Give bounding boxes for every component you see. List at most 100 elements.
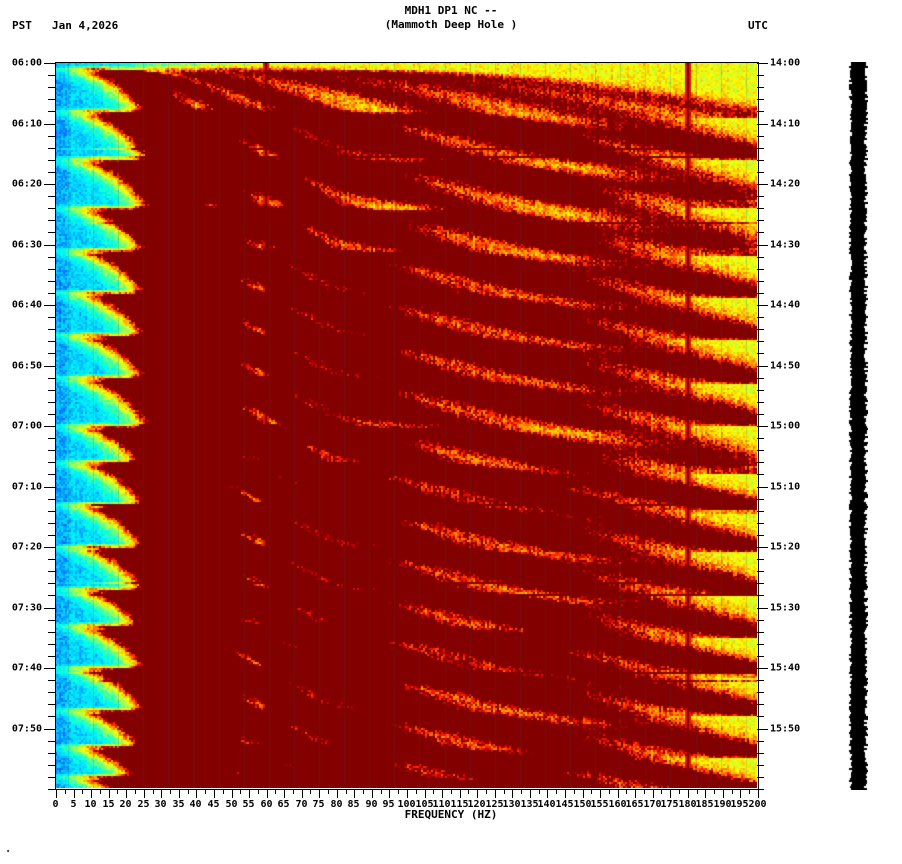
- spectrogram-plot[interactable]: [55, 62, 757, 788]
- time-tick-minor-left: [48, 86, 55, 88]
- freq-label: 50: [225, 799, 238, 810]
- time-axis-utc: 14:00 14:10 14:20 14:30 14:40 14:50 15:00 15:10…: [757, 57, 902, 790]
- freq-tick-major: [441, 789, 443, 798]
- freq-label: 0: [52, 799, 59, 810]
- time-tick-minor-left: [48, 691, 55, 693]
- time-tick-major-left: [44, 304, 55, 306]
- time-label-utc: 15:20: [770, 541, 801, 552]
- time-tick-minor-left: [48, 195, 55, 197]
- time-label-utc: 15:10: [770, 481, 801, 492]
- time-tick-minor-right: [757, 788, 764, 790]
- time-tick-minor-left: [48, 522, 55, 524]
- time-tick-major-right: [757, 244, 768, 246]
- freq-tick-major: [73, 789, 75, 798]
- time-tick-major-left: [44, 365, 55, 367]
- freq-label: 75: [312, 799, 325, 810]
- time-label-utc: 14:30: [770, 239, 801, 250]
- time-tick-minor-left: [48, 316, 55, 318]
- time-tick-minor-left: [48, 328, 55, 330]
- time-tick-minor-right: [757, 86, 764, 88]
- freq-tick-minor: [467, 789, 469, 794]
- time-axis-pst: 06:00 06:10 06:20 06:30 06:40 06:50 07:00 07:10…: [0, 57, 55, 790]
- time-tick-minor-left: [48, 135, 55, 137]
- time-tick-major-right: [757, 607, 768, 609]
- freq-tick-major: [459, 789, 461, 798]
- time-tick-minor-right: [757, 461, 764, 463]
- freq-tick-major: [353, 789, 355, 798]
- time-label-utc: 14:00: [770, 57, 801, 68]
- freq-label: 100: [397, 799, 416, 810]
- freq-label: 20: [119, 799, 132, 810]
- time-tick-minor-right: [757, 352, 764, 354]
- time-tick-major-right: [757, 425, 768, 427]
- time-tick-minor-right: [757, 256, 764, 258]
- freq-tick-major: [90, 789, 92, 798]
- freq-tick-major: [564, 789, 566, 798]
- freq-tick-minor: [555, 789, 557, 794]
- freq-tick-major: [529, 789, 531, 798]
- time-tick-minor-right: [757, 98, 764, 100]
- time-tick-major-left: [44, 607, 55, 609]
- time-tick-minor-right: [757, 594, 764, 596]
- time-tick-minor-left: [48, 558, 55, 560]
- freq-tick-minor: [643, 789, 645, 794]
- time-tick-minor-right: [757, 74, 764, 76]
- time-tick-minor-right: [757, 764, 764, 766]
- freq-tick-major: [125, 789, 127, 798]
- freq-tick-minor: [678, 789, 680, 794]
- freq-tick-minor: [152, 789, 154, 794]
- freq-tick-major: [511, 789, 513, 798]
- freq-tick-minor: [345, 789, 347, 794]
- time-tick-minor-right: [757, 498, 764, 500]
- time-tick-minor-right: [757, 437, 764, 439]
- time-tick-minor-left: [48, 461, 55, 463]
- time-tick-minor-left: [48, 98, 55, 100]
- freq-label: 70: [295, 799, 308, 810]
- time-tick-minor-left: [48, 268, 55, 270]
- time-tick-minor-right: [757, 292, 764, 294]
- station-name-line: (Mammoth Deep Hole ): [384, 18, 518, 31]
- time-tick-minor-left: [48, 619, 55, 621]
- time-tick-minor-right: [757, 219, 764, 221]
- time-tick-major-right: [757, 728, 768, 730]
- frequency-axis: 0 5 10 15 20 25 30 35 40 45 50 55 60 65 70 75 80 85 90 95 10…: [52, 789, 767, 831]
- time-label-utc: 14:10: [770, 118, 801, 129]
- time-tick-minor-left: [48, 207, 55, 209]
- freq-label: 145: [555, 799, 574, 810]
- time-tick-major-right: [757, 304, 768, 306]
- time-label-pst: 07:00: [11, 420, 42, 431]
- freq-label: 130: [502, 799, 521, 810]
- time-tick-minor-left: [48, 231, 55, 233]
- freq-label: 195: [730, 799, 749, 810]
- freq-label: 175: [660, 799, 679, 810]
- amplitude-trace-canvas: [848, 62, 868, 790]
- time-tick-minor-left: [48, 788, 55, 790]
- time-tick-major-right: [757, 667, 768, 669]
- amplitude-trace-bar: [848, 62, 868, 790]
- time-label-utc: 14:40: [770, 299, 801, 310]
- freq-label: 60: [260, 799, 273, 810]
- freq-tick-minor: [362, 789, 364, 794]
- time-tick-minor-right: [757, 715, 764, 717]
- time-tick-minor-right: [757, 328, 764, 330]
- freq-label: 125: [485, 799, 504, 810]
- time-label-pst: 07:50: [11, 723, 42, 734]
- time-tick-major-left: [44, 486, 55, 488]
- freq-tick-major: [704, 789, 706, 798]
- freq-tick-minor: [99, 789, 101, 794]
- freq-tick-minor: [204, 789, 206, 794]
- time-label-pst: 06:40: [11, 299, 42, 310]
- freq-tick-major: [283, 789, 285, 798]
- time-tick-minor-right: [757, 643, 764, 645]
- freq-tick-minor: [485, 789, 487, 794]
- time-label-pst: 07:30: [11, 602, 42, 613]
- freq-tick-minor: [274, 789, 276, 794]
- time-tick-minor-left: [48, 352, 55, 354]
- time-tick-minor-right: [757, 207, 764, 209]
- freq-label: 150: [573, 799, 592, 810]
- freq-tick-minor: [116, 789, 118, 794]
- corner-artifact-mark: ٭: [6, 847, 11, 855]
- freq-tick-minor: [134, 789, 136, 794]
- time-tick-minor-left: [48, 110, 55, 112]
- time-tick-major-left: [44, 123, 55, 125]
